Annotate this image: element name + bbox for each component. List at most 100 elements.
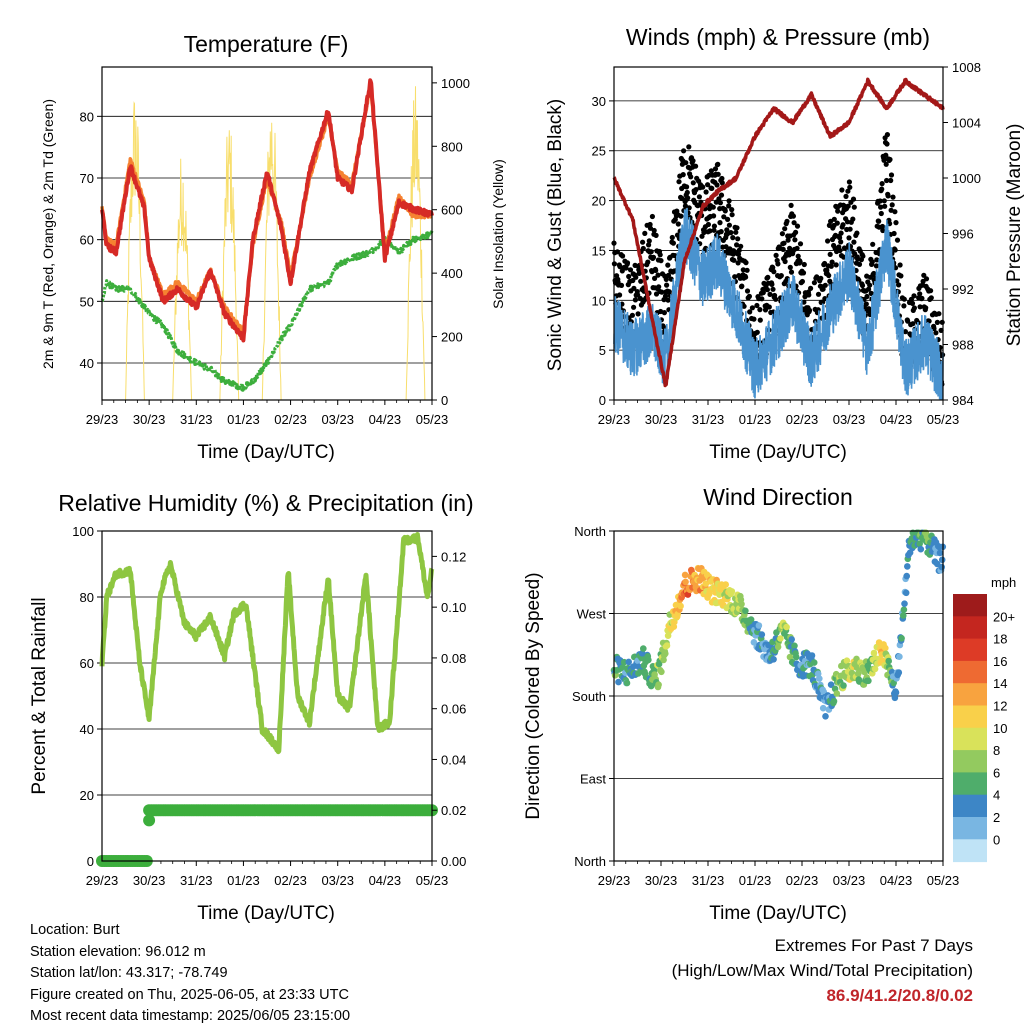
humidity-title: Relative Humidity (%) & Precipitation (i… [58, 490, 473, 516]
gust-point [939, 319, 945, 325]
direction-point [747, 616, 755, 623]
gust-point [890, 194, 896, 200]
gust-point [653, 232, 659, 238]
temperature-y-tick-label: 50 [80, 294, 94, 309]
temperature-x-tick-label: 01/23 [227, 412, 260, 427]
gust-point [811, 280, 818, 286]
gust-point [838, 230, 844, 236]
direction-point [891, 694, 899, 702]
gust-point [864, 293, 870, 300]
temperature-x-tick-label: 31/23 [180, 412, 213, 427]
humidity-x-tick-label: 01/23 [227, 873, 260, 888]
direction-x-tick-label: 04/23 [880, 873, 913, 888]
gust-point [785, 237, 791, 243]
gust-point [845, 203, 851, 209]
direction-point [774, 643, 782, 651]
direction-point [882, 644, 889, 652]
gust-point [850, 196, 857, 202]
wind-line [613, 207, 944, 401]
gust-point [806, 292, 812, 298]
gust-point [901, 303, 907, 309]
gust-point [869, 259, 875, 265]
gust-point [658, 258, 664, 264]
humidity-y2-tick-label: 0.08 [441, 651, 466, 666]
gust-point [627, 267, 634, 273]
direction-x-tick-label: 02/23 [786, 873, 819, 888]
winds-x-tick-label: 04/23 [880, 412, 913, 427]
legend-color-box [953, 638, 987, 662]
gust-point [919, 295, 925, 301]
gust-point [814, 274, 820, 280]
gust-point [640, 239, 646, 245]
gust-point [775, 261, 781, 267]
gust-point [825, 238, 831, 244]
humidity-y2-tick-label: 0.06 [441, 702, 466, 717]
legend-label: 0 [993, 832, 1000, 847]
gust-point [738, 243, 744, 249]
direction-point [917, 545, 925, 553]
direction-y-tick-label: North [574, 854, 606, 869]
gust-point [874, 257, 880, 263]
gust-point [740, 267, 746, 273]
gust-point [743, 260, 749, 266]
direction-point [936, 549, 944, 557]
gust-point [719, 175, 725, 182]
direction-panel: Wind Direction Time (Day/UTC) Direction … [523, 484, 1016, 924]
gust-point [923, 305, 929, 311]
temperature-x-tick-label: 02/23 [274, 412, 307, 427]
gust-point [646, 238, 652, 244]
gust-point [665, 262, 671, 268]
gust-point [784, 218, 790, 224]
winds-x-tick-label: 30/23 [645, 412, 678, 427]
gust-point [829, 259, 835, 265]
direction-x-tick-label: 30/23 [645, 873, 678, 888]
legend-label: 8 [993, 743, 1000, 758]
winds-y-tick-label: 15 [592, 243, 606, 258]
gust-point [834, 220, 840, 226]
gust-point [879, 223, 886, 230]
winds-y-tick-label: 30 [592, 94, 606, 109]
legend-label: 20+ [993, 609, 1015, 624]
gust-point [795, 253, 801, 259]
gust-point [780, 246, 786, 252]
direction-point [758, 631, 766, 638]
winds-y-label: Sonic Wind & Gust (Blue, Black) [545, 99, 566, 371]
temperature-y-label: 2m & 9m T (Red, Orange) & 2m Td (Green) [40, 99, 56, 369]
gust-point [707, 228, 713, 234]
direction-point [830, 697, 838, 705]
humidity-x-tick-label: 02/23 [274, 873, 307, 888]
gust-point [714, 182, 720, 188]
humidity-y2-tick-label: 0.12 [441, 549, 466, 564]
winds-y-tick-label: 5 [599, 343, 606, 358]
direction-point [645, 656, 652, 664]
gust-point [618, 282, 625, 288]
gust-point [870, 241, 876, 247]
gust-point [902, 329, 909, 335]
gust-point [881, 157, 887, 163]
direction-point [870, 649, 878, 657]
gust-point [887, 156, 893, 163]
gust-point [729, 207, 735, 213]
temperature-y2-tick-label: 0 [441, 393, 448, 408]
humidity-plot-frame [101, 530, 433, 862]
gust-point [806, 307, 813, 313]
gust-point [892, 209, 898, 215]
direction-point [728, 588, 736, 595]
gust-point [881, 198, 887, 204]
gust-point [729, 212, 735, 218]
legend-color-box [953, 750, 987, 773]
gust-point [711, 223, 718, 229]
humidity-y-tick-label: 80 [80, 590, 94, 605]
gust-point [726, 198, 732, 204]
humidity-x-tick-label: 04/23 [369, 873, 402, 888]
direction-point [819, 704, 827, 712]
gust-point [669, 234, 675, 241]
legend-label: 18 [993, 632, 1007, 647]
gust-point [626, 273, 632, 280]
gust-point [735, 260, 741, 266]
gust-point [718, 192, 725, 198]
direction-point [833, 690, 841, 697]
humidity-y-tick-label: 60 [80, 656, 94, 671]
info-location: Location: Burt [30, 922, 120, 938]
